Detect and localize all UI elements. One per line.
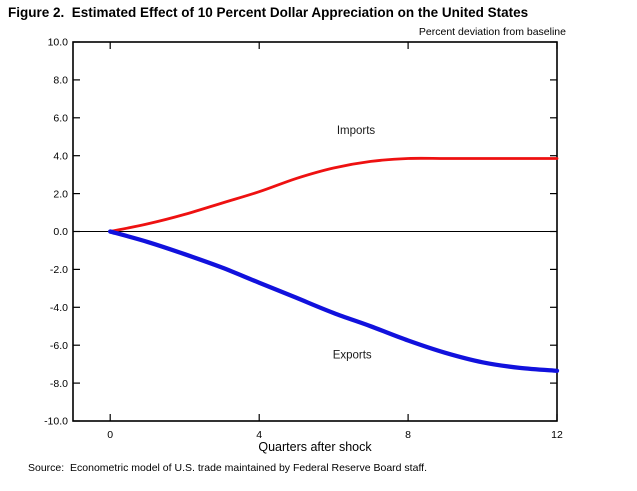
- y-tick-label: 0.0: [53, 226, 68, 238]
- unit-label: Percent deviation from baseline: [418, 26, 566, 38]
- y-tick-label: 4.0: [53, 150, 68, 162]
- series-label-exports: Exports: [333, 350, 372, 362]
- x-tick-label: 8: [405, 429, 411, 441]
- y-tick-label: 2.0: [53, 188, 68, 200]
- figure-title: Figure 2. Estimated Effect of 10 Percent…: [8, 5, 529, 20]
- y-tick-label: 6.0: [53, 113, 68, 125]
- y-tick-label: -8.0: [50, 378, 68, 390]
- x-axis-title: Quarters after shock: [258, 440, 372, 454]
- source-note: Source: Econometric model of U.S. trade …: [28, 462, 427, 474]
- plot-frame: [72, 41, 558, 422]
- y-tick-label: 8.0: [53, 75, 68, 87]
- y-tick-label: -4.0: [50, 302, 68, 314]
- y-tick-label: -6.0: [50, 340, 68, 352]
- y-tick-label: 10.0: [48, 37, 69, 49]
- series-line-imports: [108, 156, 559, 233]
- x-tick-label: 4: [256, 429, 262, 441]
- y-tick-label: -10.0: [44, 416, 68, 428]
- x-tick-label: 0: [107, 429, 113, 441]
- series-line-exports: [108, 229, 560, 373]
- x-tick-label: 12: [551, 429, 563, 441]
- y-tick-label: -2.0: [50, 264, 68, 276]
- series-label-imports: Imports: [337, 125, 376, 137]
